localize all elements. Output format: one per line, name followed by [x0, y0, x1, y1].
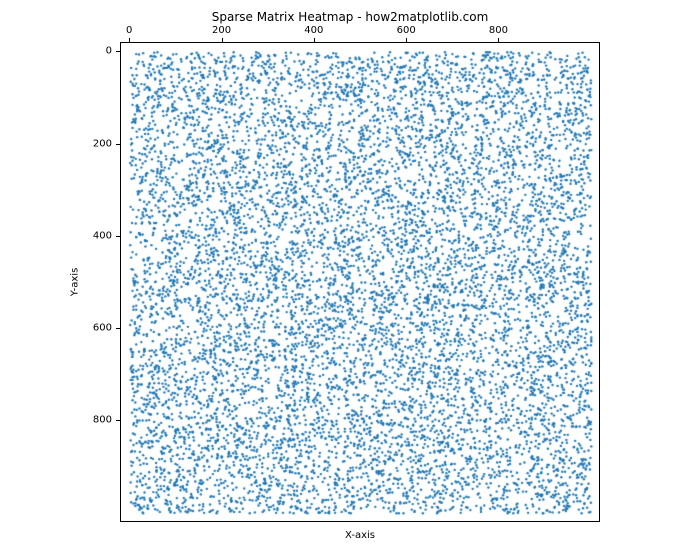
x-axis-label: X-axis [345, 530, 375, 541]
x-tick-mark [314, 38, 315, 42]
x-tick-label: 0 [126, 25, 132, 36]
y-tick-mark [116, 420, 120, 421]
x-tick-label: 400 [304, 25, 323, 36]
y-tick-label: 200 [93, 138, 112, 149]
figure: Sparse Matrix Heatmap - how2matplotlib.c… [0, 0, 700, 560]
y-tick-mark [116, 144, 120, 145]
plot-area [120, 42, 600, 522]
x-tick-mark [498, 38, 499, 42]
y-tick-mark [116, 328, 120, 329]
y-tick-label: 400 [93, 230, 112, 241]
x-tick-mark [222, 38, 223, 42]
sparse-matrix-spy-plot [121, 43, 601, 523]
x-tick-mark [406, 38, 407, 42]
y-axis-label: Y-axis [70, 268, 81, 297]
y-tick-mark [116, 236, 120, 237]
chart-title: Sparse Matrix Heatmap - how2matplotlib.c… [0, 10, 700, 24]
y-tick-label: 600 [93, 323, 112, 334]
y-tick-mark [116, 51, 120, 52]
y-tick-label: 800 [93, 415, 112, 426]
x-tick-mark [129, 38, 130, 42]
x-tick-label: 800 [489, 25, 508, 36]
x-tick-label: 200 [212, 25, 231, 36]
x-tick-label: 600 [397, 25, 416, 36]
y-tick-label: 0 [106, 46, 112, 57]
